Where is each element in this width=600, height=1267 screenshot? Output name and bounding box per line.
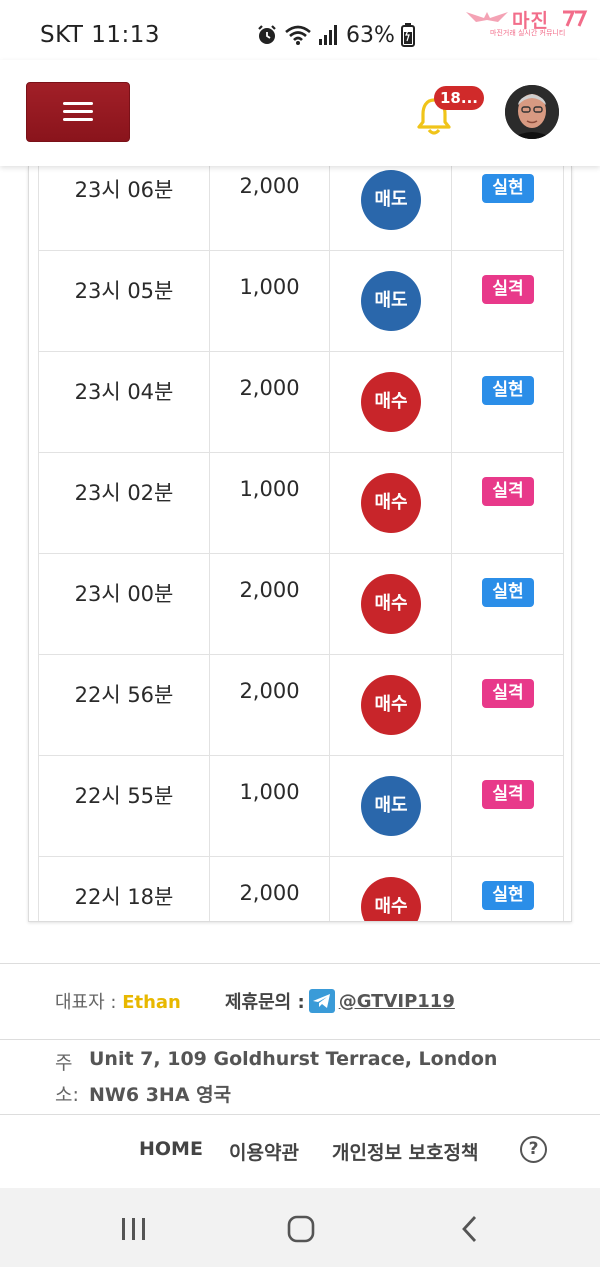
- battery-icon: [400, 23, 415, 47]
- table-row: 23시 02분 1,000 매수 실격: [38, 453, 564, 554]
- result-badge: 실현: [482, 376, 534, 405]
- watermark-number-icon: [563, 10, 588, 27]
- result-badge: 실격: [482, 477, 534, 506]
- trade-time: 23시 02분: [38, 453, 210, 553]
- trade-amount: 2,000: [210, 655, 330, 755]
- table-row: 23시 00분 2,000 매수 실현: [38, 554, 564, 655]
- status-bar: SKT 11:13 63%: [0, 0, 600, 70]
- telegram-link[interactable]: @GTVIP119: [338, 990, 455, 1012]
- table-row: 22시 56분 2,000 매수 실격: [38, 655, 564, 756]
- table-row: 23시 06분 2,000 매도 실현: [38, 166, 564, 251]
- contact-label: 제휴문의 :: [225, 992, 305, 1013]
- back-icon[interactable]: [460, 1214, 480, 1244]
- rep-label: 대표자 :: [55, 992, 123, 1013]
- side-badge: 매도: [361, 170, 421, 230]
- footer-privacy-link[interactable]: 개인정보 보호정책: [332, 1142, 479, 1164]
- side-badge: 매수: [361, 473, 421, 533]
- result-badge: 실격: [482, 780, 534, 809]
- wifi-icon: [285, 25, 311, 45]
- watermark-logo: 마진 마진거래 실시간 커뮤니티: [464, 6, 592, 37]
- table-row: 23시 04분 2,000 매수 실현: [38, 352, 564, 453]
- trade-amount: 2,000: [210, 352, 330, 452]
- signal-icon: [319, 25, 337, 45]
- address-line: Unit 7, 109 Goldhurst Terrace, London: [89, 1048, 498, 1070]
- status-carrier-time: SKT 11:13: [40, 22, 161, 48]
- footer-home-link[interactable]: HOME: [139, 1138, 203, 1160]
- footer-representative: 대표자 : Ethan: [55, 988, 181, 1014]
- trade-amount: 1,000: [210, 251, 330, 351]
- side-badge: 매수: [361, 574, 421, 634]
- address-label: 소:: [55, 1084, 79, 1106]
- footer-terms-link[interactable]: 이용약관: [229, 1142, 299, 1164]
- telegram-icon: [308, 989, 335, 1013]
- address-line: NW6 3HA 영국: [89, 1084, 232, 1106]
- notification-badge[interactable]: 18...: [434, 86, 484, 110]
- table-row: 23시 05분 1,000 매도 실격: [38, 251, 564, 352]
- result-badge: 실현: [482, 174, 534, 203]
- side-badge: 매수: [361, 877, 421, 921]
- menu-button[interactable]: [26, 82, 130, 142]
- trade-time: 23시 00분: [38, 554, 210, 654]
- watermark-text: 마진: [512, 10, 549, 32]
- trade-table[interactable]: 23시 06분 2,000 매도 실현 23시 05분 1,000 매도 실격 …: [28, 166, 572, 922]
- footer-divider: [0, 1114, 600, 1115]
- result-badge: 실현: [482, 881, 534, 910]
- alarm-icon: [258, 25, 276, 44]
- battery-percent: 63%: [346, 22, 395, 48]
- table-row: 22시 55분 1,000 매도 실격: [38, 756, 564, 857]
- result-badge: 실현: [482, 578, 534, 607]
- side-badge: 매도: [361, 271, 421, 331]
- trade-table-body: 23시 06분 2,000 매도 실현 23시 05분 1,000 매도 실격 …: [38, 166, 564, 921]
- side-badge: 매도: [361, 776, 421, 836]
- result-badge: 실격: [482, 275, 534, 304]
- trade-amount: 1,000: [210, 453, 330, 553]
- result-badge: 실격: [482, 679, 534, 708]
- footer-contact: 제휴문의 : @GTVIP119: [225, 988, 455, 1014]
- status-icons: 63%: [256, 20, 415, 50]
- watermark-subtext: 마진거래 실시간 커뮤니티: [490, 29, 566, 37]
- trade-time: 22시 18분: [38, 857, 210, 921]
- trade-amount: 2,000: [210, 857, 330, 921]
- trade-amount: 2,000: [210, 166, 330, 250]
- user-avatar[interactable]: [505, 85, 559, 139]
- android-nav-bar: [0, 1188, 600, 1267]
- help-icon[interactable]: ?: [520, 1136, 547, 1163]
- trade-time: 22시 56분: [38, 655, 210, 755]
- home-icon[interactable]: [286, 1214, 316, 1244]
- footer-divider: [0, 963, 600, 964]
- eagle-logo-icon: [466, 12, 508, 22]
- side-badge: 매수: [361, 372, 421, 432]
- app-header: 18...: [0, 60, 600, 166]
- trade-time: 23시 06분: [38, 166, 210, 250]
- trade-amount: 2,000: [210, 554, 330, 654]
- side-badge: 매수: [361, 675, 421, 735]
- trade-time: 22시 55분: [38, 756, 210, 856]
- trade-time: 23시 04분: [38, 352, 210, 452]
- table-row: 22시 18분 2,000 매수 실현: [38, 857, 564, 921]
- footer-divider: [0, 1039, 600, 1040]
- avatar-portrait-icon: [505, 85, 559, 139]
- address-label: 주: [55, 1052, 73, 1074]
- rep-name: Ethan: [122, 992, 181, 1013]
- trade-amount: 1,000: [210, 756, 330, 856]
- trade-time: 23시 05분: [38, 251, 210, 351]
- hamburger-icon: [63, 102, 93, 122]
- recent-apps-icon[interactable]: [120, 1216, 148, 1242]
